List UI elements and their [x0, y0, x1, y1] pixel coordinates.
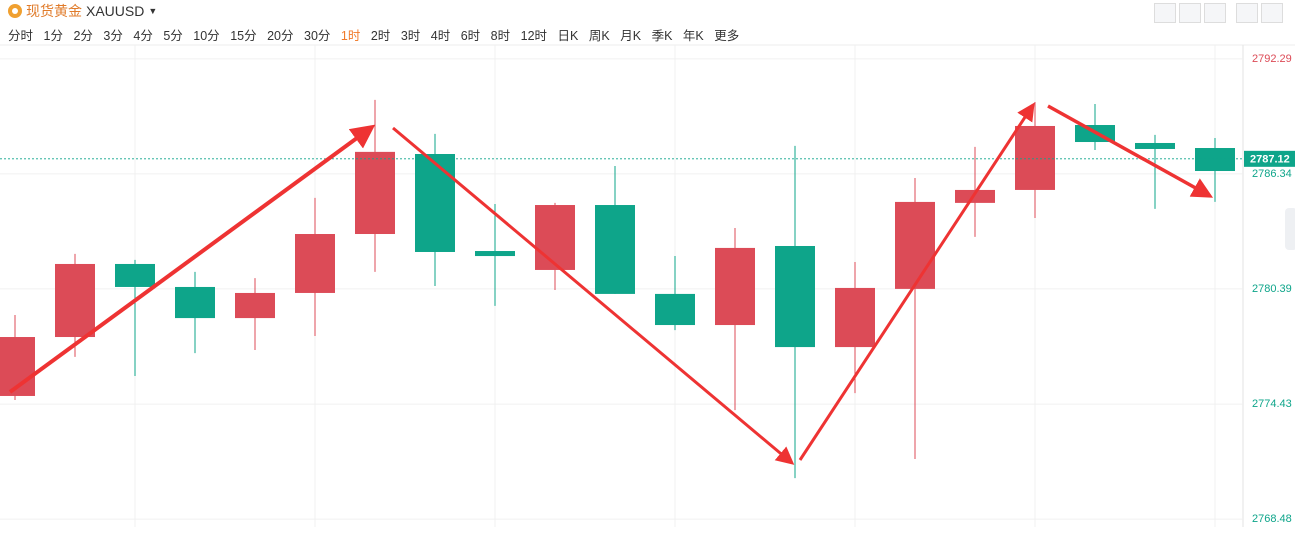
candle-body [775, 245, 815, 348]
timeframe-tab[interactable]: 季K [651, 29, 673, 43]
timeframe-tab[interactable]: 日K [557, 29, 579, 43]
candle-body [655, 293, 695, 326]
candle-body [955, 189, 995, 203]
timeframe-tab[interactable]: 2时 [370, 29, 391, 43]
y-tick-label: 2786.34 [1252, 168, 1292, 180]
timeframe-tab[interactable]: 3分 [103, 29, 123, 43]
y-tick-label: 2774.43 [1252, 398, 1292, 410]
candle-body [115, 263, 155, 287]
timeframe-tab[interactable]: 30分 [304, 29, 331, 43]
candle-body [895, 201, 935, 289]
candle-body [295, 234, 335, 293]
candle-body [415, 154, 455, 252]
candle-body [175, 286, 215, 319]
tool-button[interactable] [1261, 3, 1283, 23]
last-price-label: 2787.12 [1250, 154, 1290, 166]
candle-body [355, 151, 395, 235]
timeframe-tab[interactable]: 更多 [714, 29, 740, 43]
timeframe-tab[interactable]: 8时 [490, 29, 511, 43]
timeframe-tab[interactable]: 10分 [193, 29, 220, 43]
y-tick-label: 2768.48 [1252, 513, 1292, 525]
tool-button[interactable] [1154, 3, 1176, 23]
timeframe-tab[interactable]: 20分 [267, 29, 294, 43]
y-tick-label: 2792.29 [1252, 53, 1292, 65]
trend-arrow [1047, 104, 1214, 198]
timeframe-tab[interactable]: 15分 [230, 29, 257, 43]
tool-button[interactable] [1179, 3, 1201, 23]
candle-body [535, 205, 575, 270]
timeframe-tab[interactable]: 4分 [133, 29, 153, 43]
side-collapse-tab [1285, 208, 1295, 250]
trend-arrow [798, 102, 1035, 461]
timeframe-tab[interactable]: 2分 [73, 29, 93, 43]
timeframe-tab[interactable]: 月K [620, 29, 642, 43]
candle-body [235, 292, 275, 319]
header: 现货黄金 XAUUSD ▼ [8, 2, 157, 20]
candle-body [1015, 125, 1055, 190]
timeframe-tab[interactable]: 5分 [163, 29, 183, 43]
timeframe-tab[interactable]: 分时 [8, 29, 34, 43]
candle-body [475, 251, 515, 257]
last-price-box [1244, 150, 1295, 167]
caret[interactable]: ▼ [148, 6, 158, 16]
timeframe-tab[interactable]: 周K [588, 29, 610, 43]
instrument-symbol[interactable]: XAUUSD [86, 3, 145, 19]
timeframe-tab[interactable]: 6时 [460, 29, 481, 43]
tool-button[interactable] [1236, 3, 1258, 23]
timeframe-tabs: 分时 1分 2分 3分 4分 5分 10分 15分 20分 30分 1时 2时 3时 4时 6时 8时 12时日… [8, 25, 750, 44]
timeframe-tab[interactable]: 1时 [340, 29, 361, 43]
candle-body [595, 205, 635, 294]
candle-body [1135, 142, 1175, 149]
candle-body [715, 247, 755, 326]
timeframe-tab[interactable]: 12时 [520, 29, 548, 43]
timeframe-tab[interactable]: 1分 [43, 29, 63, 43]
timeframe-tab[interactable]: 3时 [400, 29, 421, 43]
candle-body [835, 287, 875, 348]
trend-arrow [8, 124, 376, 394]
instrument-name: 现货黄金 [26, 3, 82, 19]
candle-body [1195, 148, 1235, 172]
trend-arrow [392, 126, 795, 465]
candle-body [55, 263, 95, 338]
y-tick-label: 2780.39 [1252, 283, 1292, 295]
gold-icon [8, 4, 22, 18]
toolbar [1151, 3, 1283, 23]
timeframe-tab[interactable]: 年K [682, 29, 704, 43]
timeframe-tab[interactable]: 4时 [430, 29, 451, 43]
tool-button[interactable] [1204, 3, 1226, 23]
